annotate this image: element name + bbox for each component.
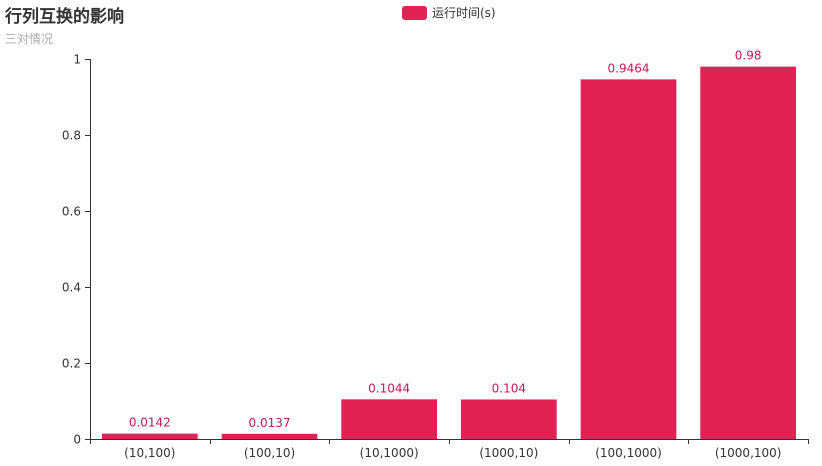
legend-swatch: [402, 5, 427, 20]
x-tick-label: (100,10): [244, 446, 295, 460]
x-tick-label: (1000,10): [479, 446, 538, 460]
data-label: 0.98: [735, 49, 762, 63]
data-label: 0.0142: [129, 416, 171, 430]
data-label: 0.104: [492, 381, 526, 395]
x-tick-label: (10,1000): [360, 446, 419, 460]
chart-title: 行列互换的影响: [5, 7, 124, 27]
x-tick-label: (100,1000): [595, 446, 662, 460]
bar[interactable]: [700, 66, 797, 439]
bar[interactable]: [460, 399, 557, 439]
y-tick-label: 0.2: [62, 357, 81, 371]
y-tick-label: 0.8: [62, 129, 81, 143]
y-tick-label: 1: [73, 53, 81, 67]
legend-label: 运行时间(s): [432, 6, 496, 20]
y-tick-label: 0.4: [62, 281, 81, 295]
legend-item[interactable]: 运行时间(s): [402, 4, 496, 21]
data-label: 0.9464: [608, 61, 650, 75]
bar[interactable]: [341, 399, 438, 439]
chart-subtitle: 三对情况: [5, 32, 54, 46]
y-tick-label: 0: [73, 433, 81, 447]
bar[interactable]: [580, 79, 677, 440]
data-label: 0.1044: [368, 381, 410, 395]
bar[interactable]: [101, 433, 198, 439]
data-label: 0.0137: [249, 416, 291, 430]
x-tick-label: (10,100): [124, 446, 175, 460]
x-tick-label: (1000,100): [715, 446, 782, 460]
bar[interactable]: [221, 433, 318, 439]
y-tick-label: 0.6: [62, 205, 81, 219]
